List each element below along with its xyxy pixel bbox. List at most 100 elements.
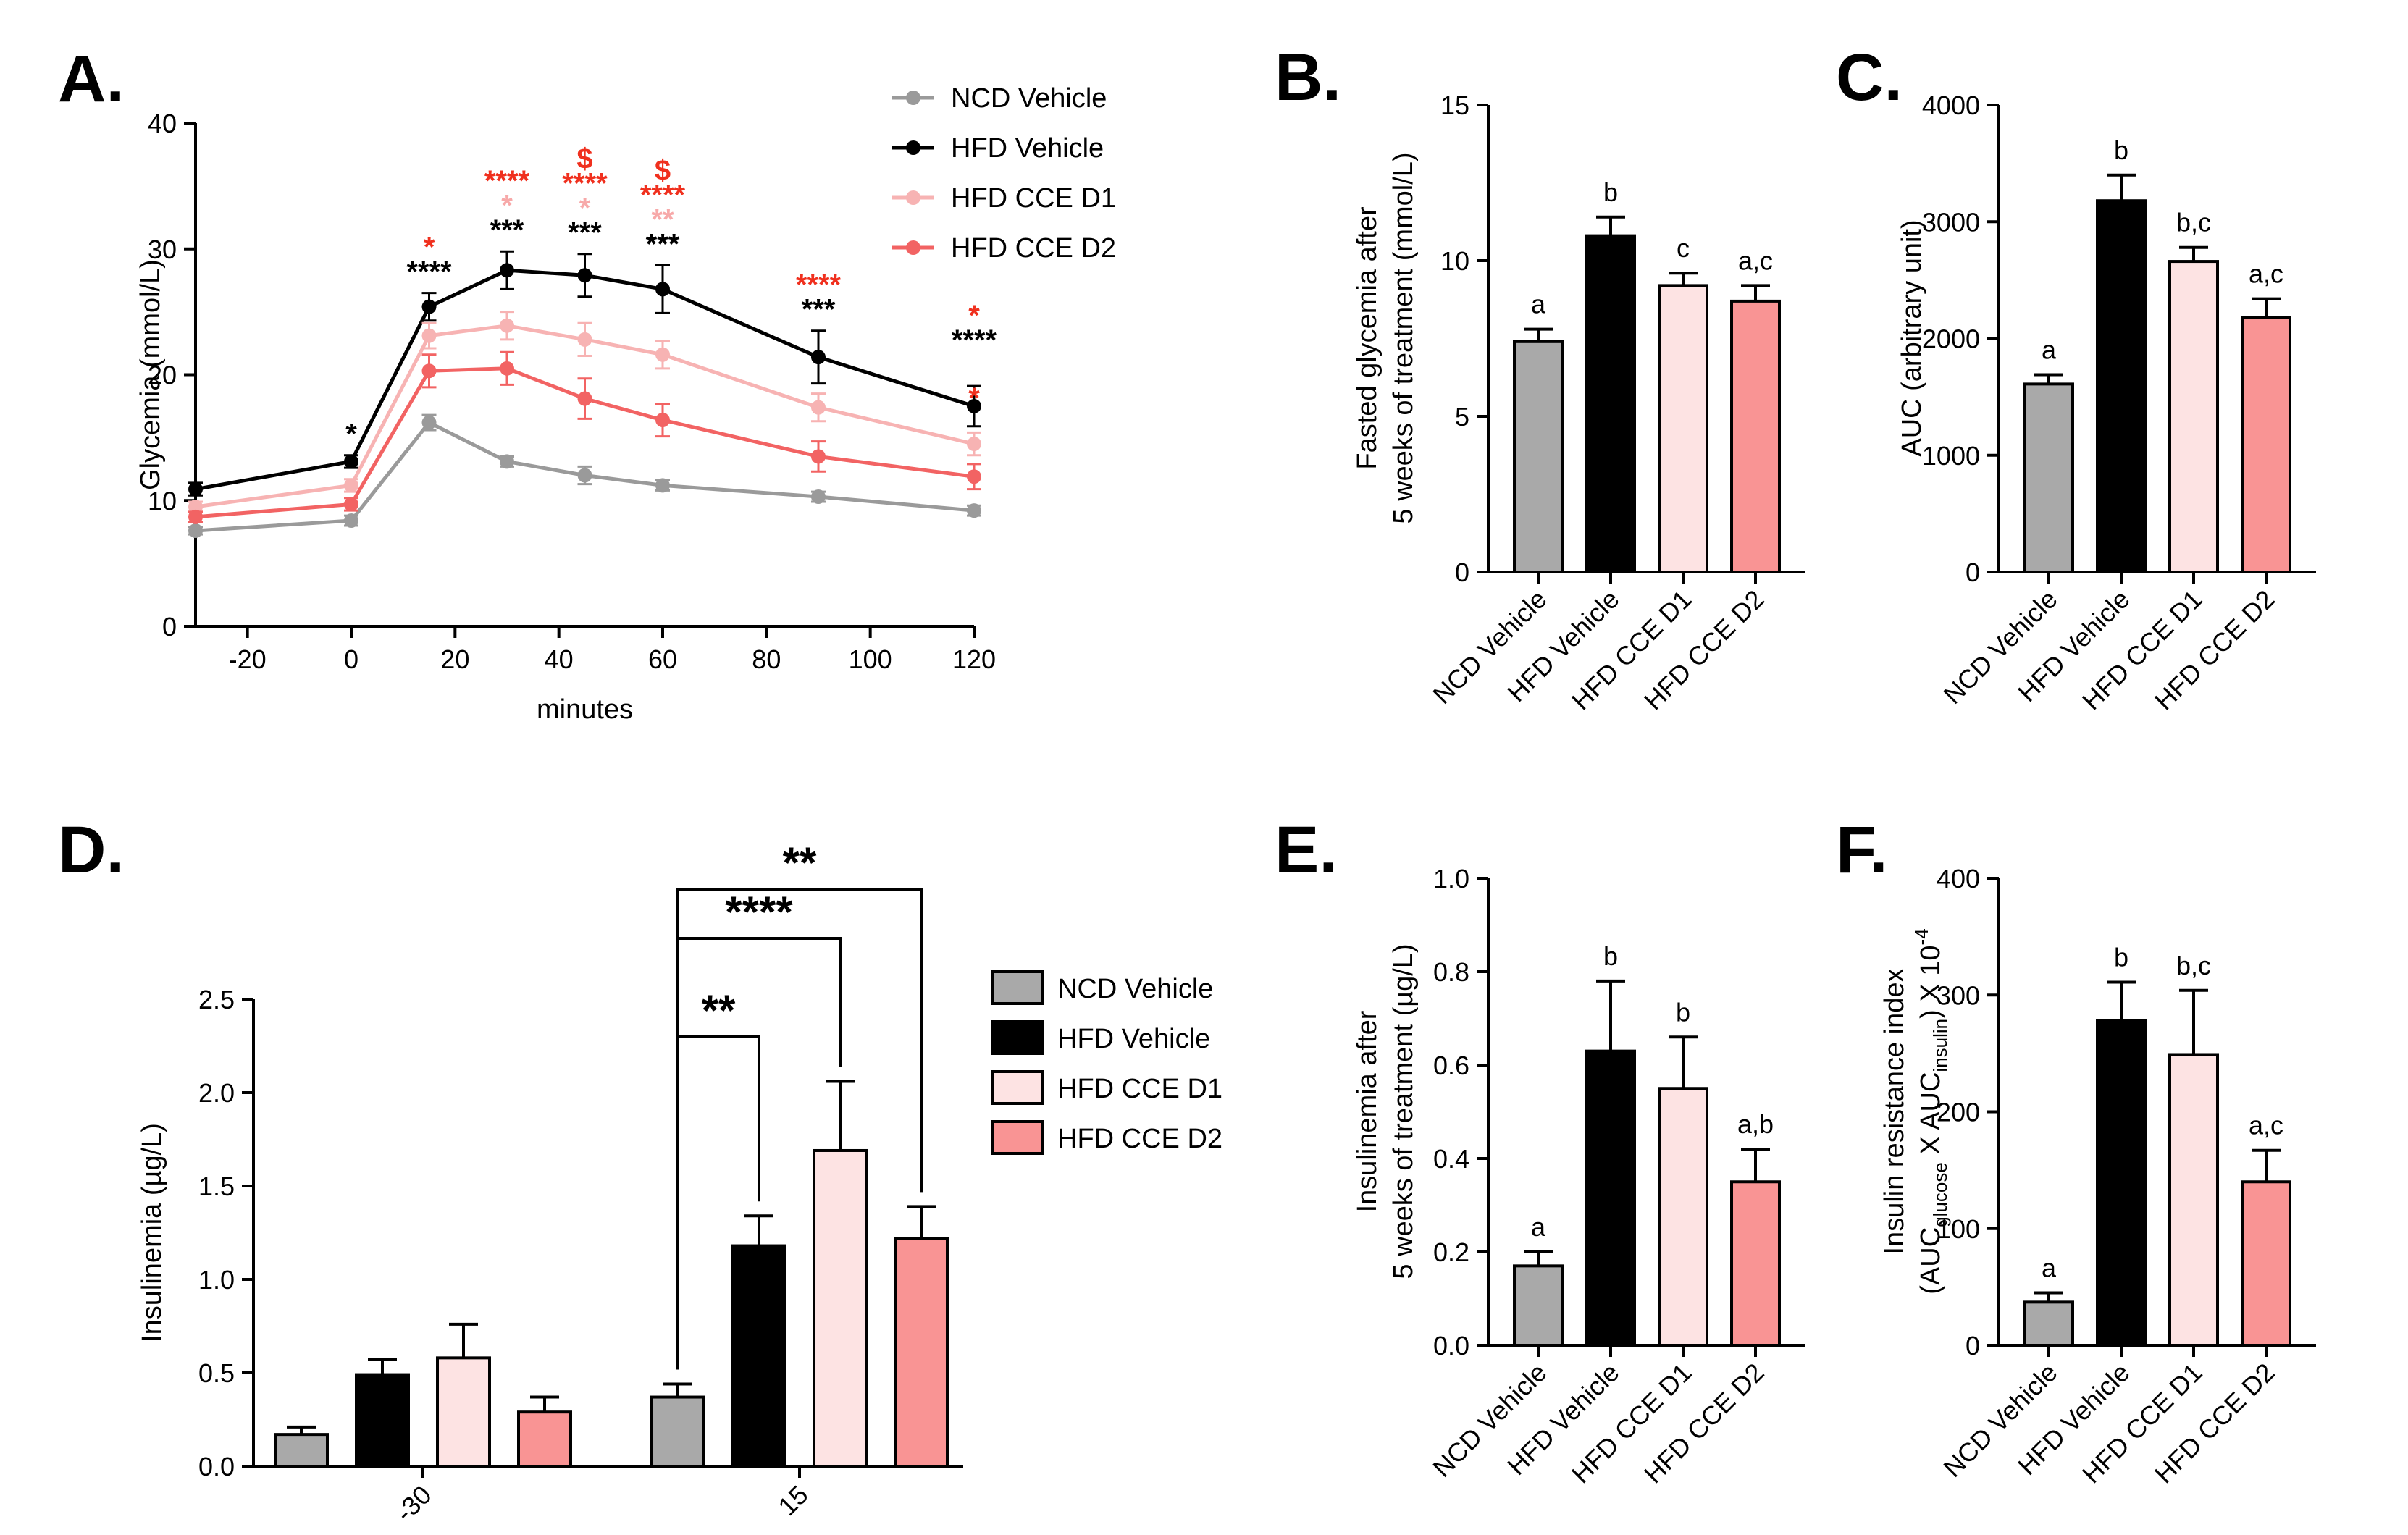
y-tick-label: 10 — [148, 486, 177, 516]
series-line — [195, 268, 975, 492]
significance-mark: * — [424, 232, 435, 264]
y-axis-label-part: ) X 10 — [1916, 945, 1946, 1018]
group-letter: a — [2042, 1253, 2057, 1282]
data-point — [500, 454, 514, 469]
panel-label: E. — [1275, 813, 1338, 887]
data-point — [344, 478, 358, 493]
data-point — [344, 454, 358, 469]
significance-mark: * — [968, 382, 980, 414]
data-point — [655, 478, 670, 493]
data-point — [577, 332, 592, 347]
y-axis-label: Glycemia (mmol/L) — [135, 259, 166, 490]
group-letter: a,b — [1737, 1109, 1774, 1139]
data-point — [500, 263, 514, 278]
significance-mark: *** — [568, 217, 602, 249]
group-letter: c — [1677, 233, 1690, 263]
data-point — [188, 481, 203, 497]
bracket-label: **** — [725, 888, 793, 936]
data-point — [577, 391, 592, 406]
group-letter: b,c — [2176, 951, 2211, 980]
significance-mark: *** — [646, 228, 680, 260]
group-letter: b — [1676, 997, 1690, 1027]
bar — [274, 1433, 329, 1468]
group-letter: a — [1531, 1212, 1546, 1242]
y-tick-label: 400 — [1937, 864, 1980, 893]
y-axis-label-part: (AUC — [1916, 1227, 1946, 1295]
y-tick-label: 15 — [1440, 91, 1469, 120]
data-point — [577, 468, 592, 483]
x-tick-label: 0 — [344, 644, 358, 674]
y-tick-label: 200 — [1937, 1098, 1980, 1127]
series-line — [195, 420, 975, 533]
group-letter: a,c — [2249, 259, 2283, 289]
group-letter: b — [2114, 135, 2128, 165]
y-tick-label: 300 — [1937, 980, 1980, 1010]
data-point — [421, 299, 437, 314]
x-tick-label: 60 — [648, 644, 677, 674]
bar — [2023, 382, 2074, 573]
group-letter: b — [2114, 943, 2128, 972]
legend-marker — [906, 140, 920, 155]
y-tick-label: 0 — [1966, 558, 1980, 587]
legend-label: HFD CCE D2 — [951, 233, 1116, 264]
y-tick-label: 100 — [1937, 1214, 1980, 1244]
data-point — [421, 328, 437, 343]
data-point — [967, 469, 981, 484]
data-point — [655, 347, 670, 362]
group-letter: b,c — [2176, 208, 2211, 237]
data-point — [811, 400, 826, 415]
significance-mark: *** — [490, 214, 524, 246]
y-tick-label: 30 — [148, 235, 177, 264]
data-point — [344, 497, 358, 512]
significance-mark: **** — [796, 269, 842, 301]
legend-label: HFD Vehicle — [1057, 1024, 1210, 1054]
x-tick-label: 40 — [545, 644, 574, 674]
significance-mark: **** — [562, 168, 608, 200]
x-tick-label: -30 — [390, 1480, 437, 1528]
group-letter: a — [2042, 335, 2057, 364]
data-point — [188, 523, 203, 538]
y-tick-label: 2.0 — [198, 1078, 235, 1108]
y-axis-label: 5 weeks of treatment (mmol/L) — [1388, 152, 1419, 523]
y-axis-label: Fasted glycemia after — [1352, 206, 1383, 470]
y-axis-label: Insulinemia (µg/L) — [137, 1123, 167, 1342]
legend-marker — [906, 190, 920, 205]
series-hfd-vehicle — [188, 250, 981, 497]
panel-label: B. — [1275, 41, 1341, 114]
data-point — [421, 363, 437, 379]
legend-swatch — [991, 1120, 1044, 1155]
y-tick-label: 4000 — [1922, 91, 1980, 120]
legend-swatch — [991, 1020, 1044, 1055]
legend-label: HFD CCE D2 — [1057, 1124, 1222, 1154]
y-tick-label: 0.5 — [198, 1358, 235, 1388]
data-point — [811, 350, 826, 365]
legend-marker — [906, 91, 920, 105]
significance-mark: **** — [640, 179, 686, 211]
bar — [2096, 1019, 2147, 1347]
bar — [894, 1237, 949, 1468]
group-letter: b — [1603, 177, 1618, 207]
legend: NCD Vehicle HFD Vehicle HFD CCE D1 HFD CCE … — [991, 970, 1222, 1155]
data-point — [188, 499, 203, 514]
y-tick-label: 0.6 — [1433, 1051, 1469, 1080]
y-axis-label-part: glucose — [1929, 1162, 1951, 1227]
bar — [1730, 299, 1781, 573]
y-tick-label: 0 — [162, 612, 177, 642]
significance-mark: ** — [651, 203, 674, 235]
y-axis-label: AUC (arbitrary unit) — [1897, 219, 1927, 456]
y-tick-label: 0.0 — [1433, 1331, 1469, 1361]
significance-mark: * — [579, 193, 591, 224]
series-hfd-cce-d2 — [188, 350, 981, 524]
bar — [1585, 1049, 1636, 1347]
bar — [1658, 284, 1708, 573]
bar — [2241, 316, 2291, 573]
y-tick-label: 1000 — [1922, 441, 1980, 471]
x-axis-label: minutes — [537, 694, 633, 725]
y-tick-label: 0 — [1455, 558, 1469, 587]
data-point — [655, 413, 670, 428]
y-tick-label: 2000 — [1922, 324, 1980, 354]
